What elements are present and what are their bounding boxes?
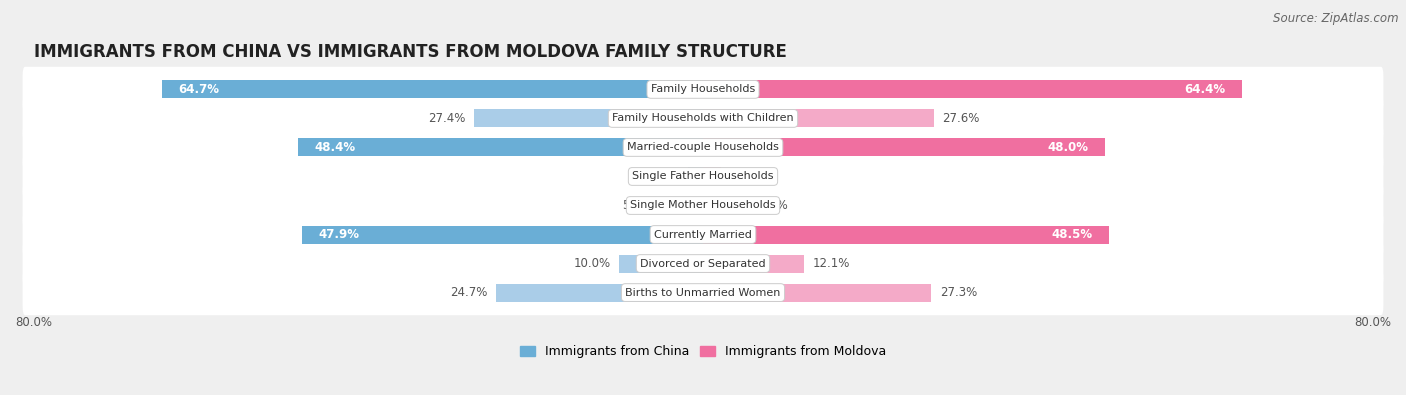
- Text: 48.0%: 48.0%: [1047, 141, 1088, 154]
- Text: Family Households: Family Households: [651, 85, 755, 94]
- Text: 5.6%: 5.6%: [758, 199, 787, 212]
- Text: 10.0%: 10.0%: [574, 257, 612, 270]
- Text: 48.4%: 48.4%: [315, 141, 356, 154]
- Text: 24.7%: 24.7%: [450, 286, 488, 299]
- Text: Single Father Households: Single Father Households: [633, 171, 773, 181]
- Bar: [703, 196, 749, 214]
- FancyBboxPatch shape: [22, 154, 1384, 199]
- Text: Divorced or Separated: Divorced or Separated: [640, 259, 766, 269]
- FancyBboxPatch shape: [22, 183, 1384, 228]
- Text: Family Households with Children: Family Households with Children: [612, 113, 794, 123]
- Bar: [688, 167, 703, 186]
- Text: Married-couple Households: Married-couple Households: [627, 143, 779, 152]
- FancyBboxPatch shape: [22, 241, 1384, 286]
- Bar: [703, 139, 1105, 156]
- Text: 64.7%: 64.7%: [179, 83, 219, 96]
- Text: 27.4%: 27.4%: [427, 112, 465, 125]
- FancyBboxPatch shape: [22, 96, 1384, 141]
- Bar: [496, 284, 703, 301]
- Bar: [474, 109, 703, 128]
- Legend: Immigrants from China, Immigrants from Moldova: Immigrants from China, Immigrants from M…: [520, 345, 886, 358]
- Text: 5.1%: 5.1%: [623, 199, 652, 212]
- Bar: [703, 254, 804, 273]
- Text: 48.5%: 48.5%: [1052, 228, 1092, 241]
- Text: Source: ZipAtlas.com: Source: ZipAtlas.com: [1274, 12, 1399, 25]
- FancyBboxPatch shape: [22, 212, 1384, 257]
- Bar: [661, 196, 703, 214]
- Text: 64.4%: 64.4%: [1184, 83, 1225, 96]
- Text: Births to Unmarried Women: Births to Unmarried Women: [626, 288, 780, 297]
- FancyBboxPatch shape: [22, 270, 1384, 315]
- Bar: [703, 109, 934, 128]
- Bar: [703, 284, 931, 301]
- Text: 1.8%: 1.8%: [650, 170, 679, 183]
- Text: Single Mother Households: Single Mother Households: [630, 201, 776, 211]
- Bar: [302, 226, 703, 244]
- Text: 47.9%: 47.9%: [319, 228, 360, 241]
- Text: Currently Married: Currently Married: [654, 229, 752, 239]
- Text: IMMIGRANTS FROM CHINA VS IMMIGRANTS FROM MOLDOVA FAMILY STRUCTURE: IMMIGRANTS FROM CHINA VS IMMIGRANTS FROM…: [34, 43, 786, 61]
- Bar: [703, 167, 720, 186]
- Text: 12.1%: 12.1%: [813, 257, 851, 270]
- Bar: [703, 226, 1109, 244]
- Text: 27.3%: 27.3%: [939, 286, 977, 299]
- FancyBboxPatch shape: [22, 125, 1384, 170]
- Text: 27.6%: 27.6%: [942, 112, 980, 125]
- Bar: [162, 81, 703, 98]
- Text: 2.1%: 2.1%: [728, 170, 759, 183]
- Bar: [703, 81, 1241, 98]
- Bar: [619, 254, 703, 273]
- Bar: [298, 139, 703, 156]
- FancyBboxPatch shape: [22, 67, 1384, 112]
